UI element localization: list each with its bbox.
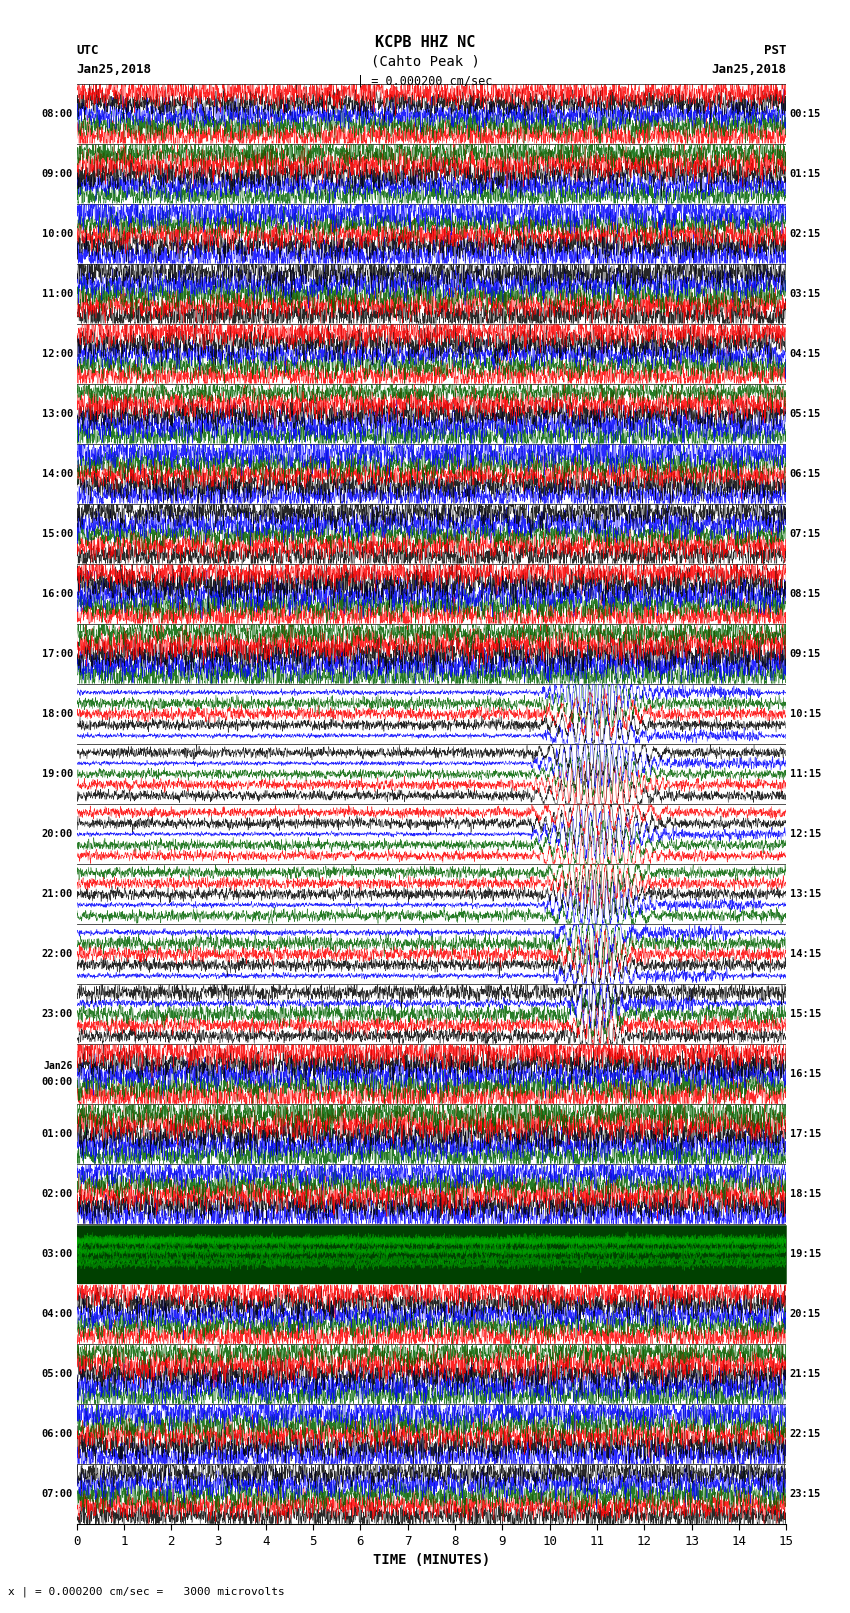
Text: 13:00: 13:00 [42, 410, 73, 419]
Text: 06:00: 06:00 [42, 1429, 73, 1439]
Text: 18:00: 18:00 [42, 710, 73, 719]
Text: 22:15: 22:15 [790, 1429, 821, 1439]
Text: 08:15: 08:15 [790, 589, 821, 598]
Text: 06:15: 06:15 [790, 469, 821, 479]
Text: 21:15: 21:15 [790, 1369, 821, 1379]
Text: 01:15: 01:15 [790, 169, 821, 179]
Text: 09:15: 09:15 [790, 648, 821, 660]
Text: PST: PST [764, 44, 786, 56]
Text: 20:15: 20:15 [790, 1310, 821, 1319]
Text: (Cahto Peak ): (Cahto Peak ) [371, 55, 479, 69]
Text: | = 0.000200 cm/sec: | = 0.000200 cm/sec [357, 74, 493, 87]
Text: 05:00: 05:00 [42, 1369, 73, 1379]
Text: 22:00: 22:00 [42, 948, 73, 960]
Text: 00:15: 00:15 [790, 110, 821, 119]
Text: UTC: UTC [76, 44, 99, 56]
Text: 02:15: 02:15 [790, 229, 821, 239]
Text: 18:15: 18:15 [790, 1189, 821, 1198]
Text: 23:00: 23:00 [42, 1010, 73, 1019]
Text: Jan25,2018: Jan25,2018 [76, 63, 151, 76]
Text: 03:15: 03:15 [790, 289, 821, 298]
Text: 08:00: 08:00 [42, 110, 73, 119]
Text: 17:00: 17:00 [42, 648, 73, 660]
Text: KCPB HHZ NC: KCPB HHZ NC [375, 35, 475, 50]
Text: 23:15: 23:15 [790, 1489, 821, 1498]
Text: 04:15: 04:15 [790, 348, 821, 360]
Text: 12:15: 12:15 [790, 829, 821, 839]
Text: 09:00: 09:00 [42, 169, 73, 179]
Text: 11:00: 11:00 [42, 289, 73, 298]
Text: 10:15: 10:15 [790, 710, 821, 719]
Text: 14:15: 14:15 [790, 948, 821, 960]
Text: 17:15: 17:15 [790, 1129, 821, 1139]
Text: 07:15: 07:15 [790, 529, 821, 539]
Text: 01:00: 01:00 [42, 1129, 73, 1139]
X-axis label: TIME (MINUTES): TIME (MINUTES) [373, 1553, 490, 1568]
Text: 20:00: 20:00 [42, 829, 73, 839]
Text: 15:15: 15:15 [790, 1010, 821, 1019]
Text: 13:15: 13:15 [790, 889, 821, 898]
Text: Jan26: Jan26 [43, 1061, 73, 1071]
Text: x | = 0.000200 cm/sec =   3000 microvolts: x | = 0.000200 cm/sec = 3000 microvolts [8, 1586, 286, 1597]
Text: 00:00: 00:00 [42, 1077, 73, 1087]
Text: 03:00: 03:00 [42, 1248, 73, 1260]
Text: 15:00: 15:00 [42, 529, 73, 539]
Text: 05:15: 05:15 [790, 410, 821, 419]
Text: 19:00: 19:00 [42, 769, 73, 779]
Text: Jan25,2018: Jan25,2018 [711, 63, 786, 76]
Text: 21:00: 21:00 [42, 889, 73, 898]
Text: 16:15: 16:15 [790, 1069, 821, 1079]
Text: 19:15: 19:15 [790, 1248, 821, 1260]
Text: 07:00: 07:00 [42, 1489, 73, 1498]
Text: 14:00: 14:00 [42, 469, 73, 479]
Text: 12:00: 12:00 [42, 348, 73, 360]
Text: 16:00: 16:00 [42, 589, 73, 598]
Text: 11:15: 11:15 [790, 769, 821, 779]
Text: 10:00: 10:00 [42, 229, 73, 239]
Text: 02:00: 02:00 [42, 1189, 73, 1198]
Text: 04:00: 04:00 [42, 1310, 73, 1319]
